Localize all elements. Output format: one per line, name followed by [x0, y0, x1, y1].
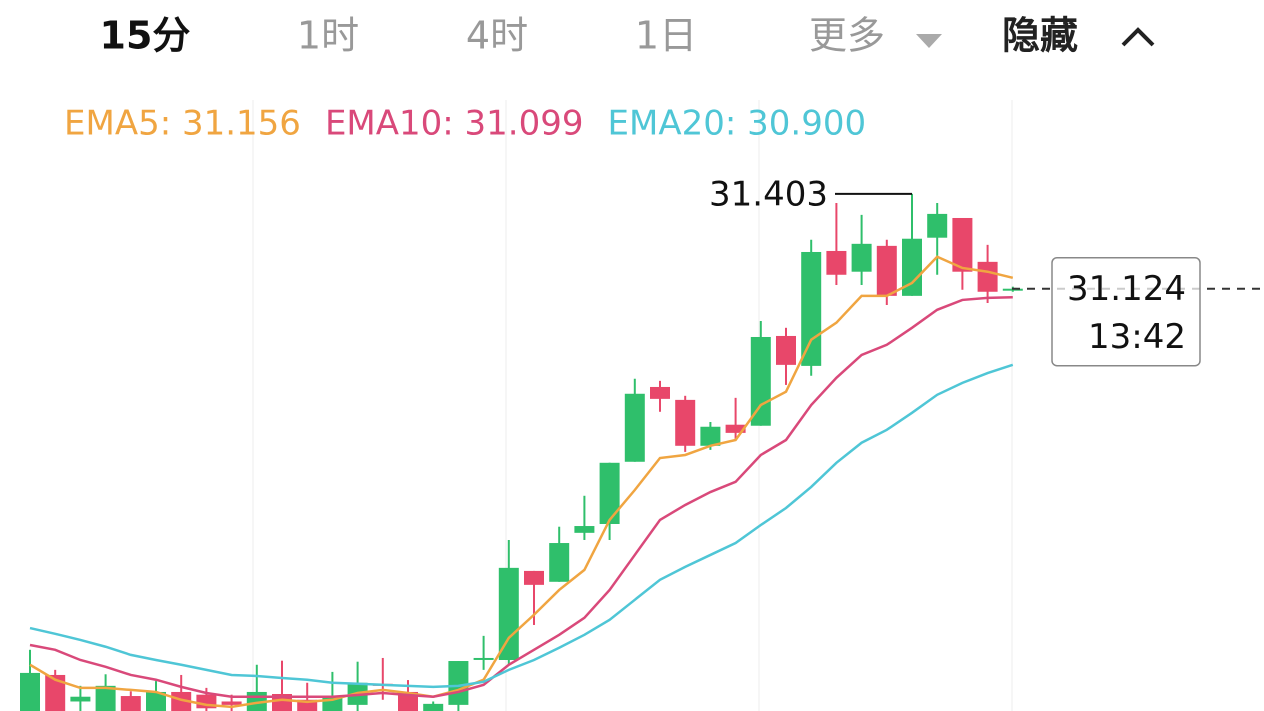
candle-body [574, 526, 595, 533]
candle-body [448, 661, 469, 705]
tab[interactable]: 1时 [297, 14, 359, 58]
hide-button[interactable]: 隐藏 [1002, 14, 1078, 58]
candle-body [624, 393, 645, 462]
candle-body [851, 243, 872, 272]
candle-body [776, 335, 796, 365]
candle-body [423, 703, 444, 711]
tab[interactable]: 15分 [100, 14, 191, 58]
candle-body [725, 424, 746, 433]
candle-body [750, 336, 771, 426]
annotations: 31.403 31.124 13:42 [709, 174, 1264, 367]
candle-body [45, 674, 66, 711]
candle-body [95, 685, 116, 711]
last-price-label: 31.124 [1067, 269, 1186, 309]
toolbar: 15分 1时 4时 1日 更多 隐藏 [100, 14, 1155, 58]
candle-body [599, 462, 620, 524]
legend: EMA5: 31.156 EMA10: 31.099 EMA20: 30.900 [64, 104, 866, 144]
tab[interactable]: 4时 [466, 14, 528, 58]
collapse-icon[interactable] [1121, 27, 1155, 47]
legend-entry: EMA20: 30.900 [608, 104, 867, 144]
candle-body [171, 691, 192, 711]
candle-body [952, 217, 973, 272]
dropdown-arrow [916, 34, 942, 48]
candle-body [498, 567, 519, 660]
candle-body [272, 693, 292, 711]
candle-body [826, 250, 847, 275]
ema-line [29, 363, 1014, 689]
ema-line [29, 255, 1014, 709]
candle-body [801, 251, 822, 366]
candle-body [221, 701, 242, 705]
candle-body [549, 543, 570, 582]
candle-body [398, 691, 418, 711]
candle-body [524, 570, 544, 585]
candle-body [700, 426, 721, 446]
legend-entry: EMA5: 31.156 [64, 104, 301, 144]
candles [20, 193, 1023, 711]
last-price-box [1051, 256, 1201, 367]
candle-body [70, 696, 91, 702]
candle-body [120, 696, 141, 711]
candle-body [297, 699, 318, 711]
ema-lines [29, 255, 1014, 709]
candle-body [876, 245, 897, 296]
candle-body [902, 238, 922, 296]
tab[interactable]: 1日 [635, 14, 697, 58]
candle-body [20, 672, 40, 711]
candle-body [977, 261, 998, 292]
candle-body [650, 386, 670, 399]
candle-body [927, 213, 948, 238]
max-label: 31.403 [709, 174, 828, 214]
last-price-time: 13:42 [1088, 317, 1186, 357]
candle-body [473, 657, 494, 660]
tab[interactable]: 更多 [809, 14, 885, 58]
ema-line [29, 295, 1013, 698]
legend-entry: EMA10: 31.099 [325, 104, 584, 144]
candle-body [146, 691, 166, 711]
candle-body [675, 399, 696, 446]
